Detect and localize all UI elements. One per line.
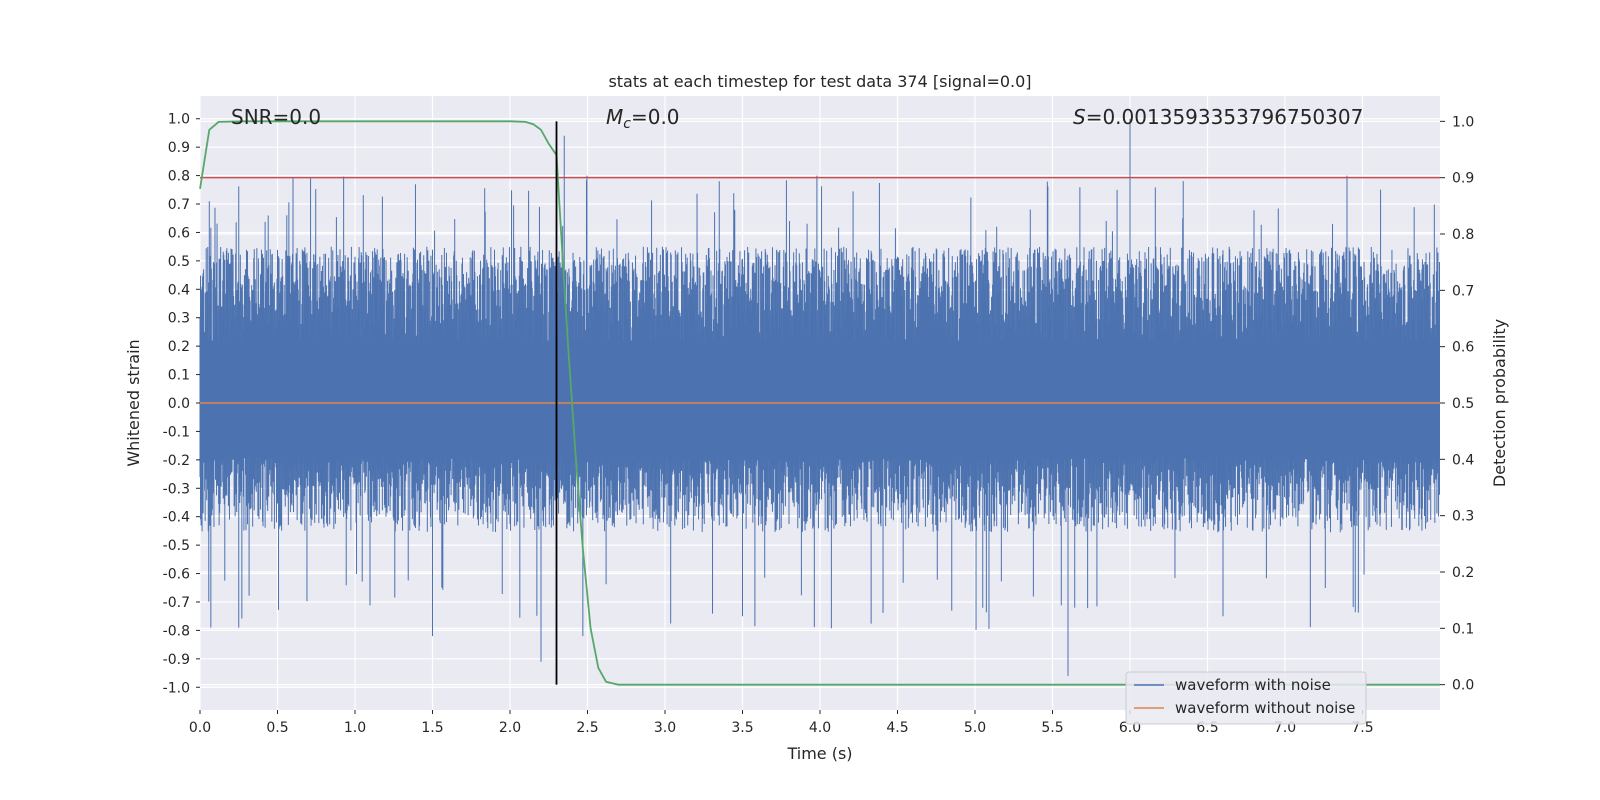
y-axis-left-ticks: 1.0 0.9 0.8 0.7 0.6 0.5 0.4 0.3 0.2 0.1 0.0 -0.1 -0.… [163, 112, 200, 696]
detection-probability-line [199, 120, 1440, 686]
y-left-tick-label: 0.4 [168, 282, 190, 298]
x-tick-label: 5.5 [1041, 720, 1063, 736]
y-left-tick-label: 0.2 [168, 339, 190, 355]
y-right-tick-label: 0.5 [1452, 396, 1474, 412]
y-left-tick-label: 1.0 [168, 112, 190, 128]
s-value: =0.0013593353796750307 [1086, 105, 1364, 129]
y-left-tick-label: -0.6 [163, 567, 190, 583]
mc-value: =0.0 [631, 105, 680, 129]
y-left-tick-label: -0.4 [163, 510, 190, 526]
legend-label-noise: waveform with noise [1175, 676, 1331, 694]
y-left-tick-label: 0.9 [168, 140, 190, 156]
y-left-tick-label: 0.5 [168, 254, 190, 270]
y-right-tick-label: 0.3 [1452, 509, 1474, 525]
x-axis-label: Time (s) [786, 744, 852, 763]
y-left-tick-label: -0.3 [163, 481, 190, 497]
waveform-with-noise-series [199, 118, 1440, 676]
y-left-tick-label: 0.7 [168, 197, 190, 213]
noise-core-band [200, 340, 1440, 455]
y-right-tick-label: 0.8 [1452, 227, 1474, 243]
x-tick-label: 2.5 [576, 720, 598, 736]
y-left-tick-label: -1.0 [163, 680, 190, 696]
y-right-tick-label: 0.4 [1452, 452, 1474, 468]
y-right-tick-label: 0.7 [1452, 283, 1474, 299]
y-left-tick-label: -0.2 [163, 453, 190, 469]
y-left-tick-label: -0.8 [163, 623, 190, 639]
x-tick-label: 0.0 [189, 720, 211, 736]
y-left-tick-label: -0.9 [163, 652, 190, 668]
y-left-tick-label: -0.7 [163, 595, 190, 611]
x-tick-label: 1.5 [421, 720, 443, 736]
y-right-tick-label: 1.0 [1452, 114, 1474, 130]
y-axis-right-ticks: 1.0 0.9 0.8 0.7 0.6 0.5 0.4 0.3 0.2 0.1 0.0 [1440, 114, 1474, 694]
y-left-tick-label: 0.0 [168, 396, 190, 412]
legend-box [1125, 671, 1367, 725]
y-axis-left-label: Whitened strain [124, 339, 143, 466]
x-tick-label: 4.5 [886, 720, 908, 736]
y-right-tick-label: 0.6 [1452, 340, 1474, 356]
s-symbol: S [1073, 105, 1086, 129]
mc-symbol: M [606, 105, 623, 129]
chirp-mass-annotation: Mc=0.0 [606, 105, 680, 132]
legend-label-clean: waveform without noise [1175, 699, 1355, 717]
y-left-tick-label: 0.8 [168, 169, 190, 185]
y-left-tick-label: 0.6 [168, 225, 190, 241]
x-tick-label: 3.0 [654, 720, 676, 736]
y-left-tick-label: -0.5 [163, 538, 190, 554]
x-tick-label: 2.0 [499, 720, 521, 736]
y-right-tick-label: 0.0 [1452, 678, 1474, 694]
x-tick-label: 3.5 [731, 720, 753, 736]
x-tick-label: 4.0 [809, 720, 831, 736]
x-tick-label: 5.0 [964, 720, 986, 736]
mc-subscript: c [623, 116, 631, 132]
y-right-tick-label: 0.1 [1452, 621, 1474, 637]
statistic-annotation: S=0.0013593353796750307 [1073, 105, 1363, 129]
legend: waveform with noise waveform without noi… [1125, 671, 1367, 725]
x-tick-label: 0.5 [266, 720, 288, 736]
y-left-tick-label: -0.1 [163, 424, 190, 440]
y-left-tick-label: 0.1 [168, 368, 190, 384]
x-tick-label: 1.0 [344, 720, 366, 736]
y-axis-right-label: Detection probability [1490, 319, 1509, 487]
y-left-tick-label: 0.3 [168, 311, 190, 327]
y-right-tick-label: 0.9 [1452, 171, 1474, 187]
snr-annotation: SNR=0.0 [231, 105, 321, 129]
y-right-tick-label: 0.2 [1452, 565, 1474, 581]
chart-title: stats at each timestep for test data 374… [608, 72, 1031, 91]
